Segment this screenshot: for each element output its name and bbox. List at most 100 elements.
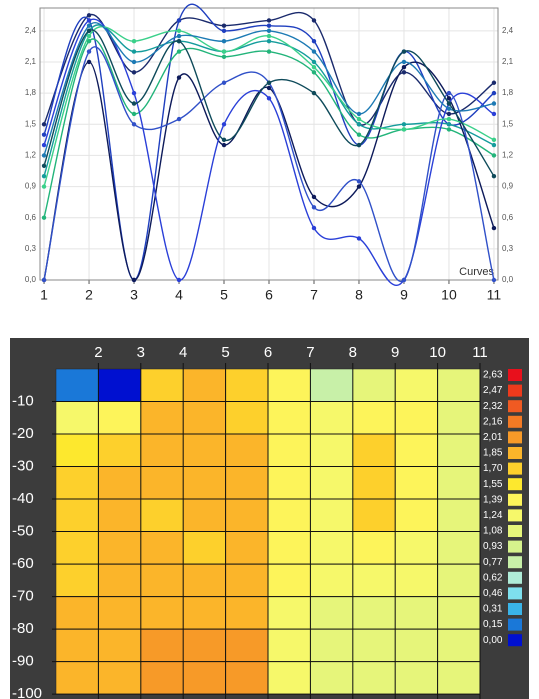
heat-cell (55, 563, 99, 597)
point (131, 111, 137, 117)
y-tick-label-right: 2,1 (502, 57, 514, 66)
legend-label: 2,16 (483, 416, 503, 427)
legend-swatch (508, 587, 522, 600)
point (356, 116, 362, 122)
heat-cell (267, 433, 311, 467)
x-tick-label: 6 (264, 344, 272, 361)
heat-cell (98, 563, 142, 597)
heat-cell (182, 401, 226, 435)
point (86, 28, 92, 34)
point (356, 122, 362, 127)
heat-cell (182, 661, 226, 695)
heat-cell (310, 368, 354, 402)
legend-swatch (508, 415, 522, 428)
x-tick-label: 3 (130, 287, 138, 303)
legend-label: 1,85 (483, 448, 503, 459)
point (41, 215, 47, 220)
legend-label: 1,08 (483, 526, 503, 537)
heat-cell (267, 401, 311, 435)
heat-cell (267, 368, 311, 402)
heat-cell (267, 466, 311, 500)
heat-cell (267, 661, 311, 695)
x-tick-label: 8 (355, 287, 363, 303)
point (41, 277, 47, 283)
point (176, 277, 182, 283)
point (356, 132, 362, 137)
heat-cell (98, 628, 142, 662)
heat-cell (225, 368, 269, 402)
heat-cell (394, 628, 438, 662)
point (491, 90, 497, 96)
y-tick-label-right: 2,4 (502, 26, 514, 35)
heat-cell (98, 661, 142, 695)
point (491, 111, 497, 117)
point (131, 39, 137, 44)
point (401, 127, 407, 132)
y-tick-label: 0,3 (25, 244, 37, 253)
point (41, 153, 47, 158)
heat-cell (394, 401, 438, 435)
heat-cell (310, 466, 354, 500)
point (491, 153, 497, 158)
legend-label: 0,93 (483, 541, 503, 552)
y-tick-label: 1,8 (25, 88, 37, 97)
point (131, 49, 137, 54)
heat-cell (140, 661, 184, 695)
point (311, 39, 317, 44)
heat-cell (140, 368, 184, 402)
heat-cell (182, 498, 226, 532)
y-tick-label: 2,4 (25, 26, 37, 35)
legend-label: 0,31 (483, 604, 503, 615)
point (176, 28, 182, 34)
heat-cell (140, 596, 184, 630)
point (311, 70, 317, 75)
y-tick-label: -40 (12, 490, 34, 507)
heat-cell (310, 628, 354, 662)
point (221, 39, 227, 44)
x-tick-label: 10 (441, 287, 457, 303)
heat-cell (182, 368, 226, 402)
point (401, 277, 407, 283)
point (491, 80, 497, 85)
heat-cell (140, 531, 184, 565)
heat-cell (225, 563, 269, 597)
heat-cell (55, 498, 99, 532)
heat-cell (225, 531, 269, 565)
x-tick-label: 6 (265, 287, 273, 303)
point (41, 142, 47, 148)
point (266, 80, 272, 85)
y-tick-label: -50 (12, 523, 34, 540)
point (446, 96, 452, 101)
x-tick-label: 3 (137, 344, 145, 361)
point (131, 101, 137, 106)
heat-cell (182, 628, 226, 662)
point (221, 137, 227, 143)
point (401, 70, 407, 75)
heat-cell (55, 433, 99, 467)
legend-label: 2,32 (483, 401, 503, 412)
point (176, 75, 182, 80)
heat-cell (437, 628, 481, 662)
heat-cell (437, 563, 481, 597)
point (131, 59, 137, 65)
point (446, 106, 452, 111)
heat-cell (437, 466, 481, 500)
heat-cell (310, 498, 354, 532)
heat-cell (310, 661, 354, 695)
x-tick-label: 7 (306, 344, 314, 361)
heat-cell (267, 531, 311, 565)
point (356, 179, 362, 184)
y-tick-label: -80 (12, 620, 34, 637)
heat-cell (437, 401, 481, 435)
legend-swatch (508, 462, 522, 475)
heat-cell (182, 531, 226, 565)
point (221, 28, 227, 34)
heat-cell (140, 628, 184, 662)
point (266, 49, 272, 54)
point (41, 173, 47, 179)
y-tick-label: -60 (12, 555, 34, 572)
heat-cell (98, 596, 142, 630)
point (491, 101, 497, 106)
